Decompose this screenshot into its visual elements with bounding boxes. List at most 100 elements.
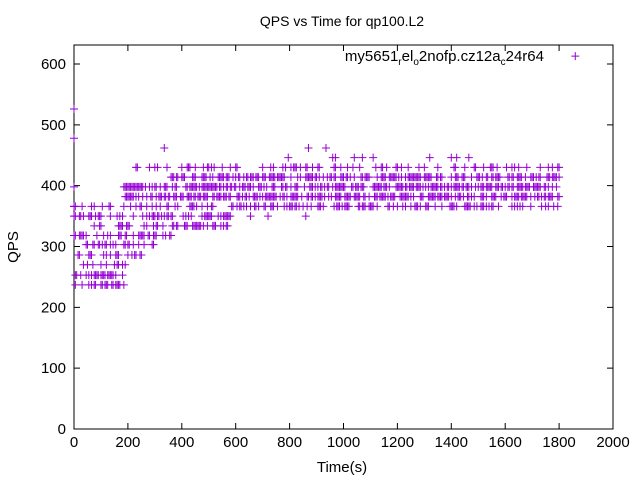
data-point <box>369 153 378 162</box>
data-point <box>70 202 78 211</box>
y-tick-label: 500 <box>41 117 66 134</box>
data-point <box>301 212 310 221</box>
data-point <box>207 212 216 221</box>
data-point <box>258 163 267 172</box>
x-tick-label: 2000 <box>596 434 629 451</box>
data-point <box>319 202 328 211</box>
data-point <box>140 240 149 249</box>
data-point <box>350 153 359 162</box>
data-point <box>553 202 562 211</box>
data-point <box>555 163 564 172</box>
data-point <box>555 192 564 201</box>
y-tick-label: 200 <box>41 299 66 316</box>
data-point <box>172 182 181 191</box>
data-point <box>331 153 340 162</box>
data-point <box>284 153 293 162</box>
data-point <box>269 163 278 172</box>
data-point <box>420 163 429 172</box>
data-point <box>286 173 295 182</box>
data-point <box>431 202 440 211</box>
data-point <box>88 260 97 269</box>
x-tick-label: 1600 <box>489 434 522 451</box>
data-point <box>173 202 182 211</box>
data-point <box>451 163 460 172</box>
data-point <box>70 105 78 114</box>
data-point <box>404 163 413 172</box>
data-point <box>493 163 502 172</box>
data-point <box>156 202 165 211</box>
data-point <box>350 173 359 182</box>
data-point <box>118 212 127 221</box>
data-point <box>555 173 564 182</box>
data-point <box>125 221 134 230</box>
y-tick-label: 300 <box>41 239 66 256</box>
data-point <box>273 202 282 211</box>
data-point <box>164 202 173 211</box>
data-point <box>102 260 111 269</box>
data-point <box>315 163 324 172</box>
data-point <box>167 231 176 240</box>
data-point <box>307 202 316 211</box>
data-point <box>270 182 279 191</box>
data-point <box>460 163 469 172</box>
data-point <box>424 202 433 211</box>
data-point <box>373 202 382 211</box>
data-point <box>162 163 171 172</box>
data-point <box>149 240 158 249</box>
data-point <box>208 202 217 211</box>
data-point <box>133 163 142 172</box>
data-point <box>552 182 561 191</box>
data-point <box>122 231 131 240</box>
legend-label: my5651relo2nofp.cz12ac24r64 <box>345 48 544 68</box>
data-point <box>152 231 161 240</box>
data-point <box>210 163 219 172</box>
x-tick-label: 1400 <box>435 434 468 451</box>
data-point <box>336 163 345 172</box>
legend-marker <box>571 52 580 61</box>
data-point <box>168 212 177 221</box>
data-point <box>111 271 120 280</box>
data-point <box>114 251 123 260</box>
data-point <box>111 240 120 249</box>
data-point <box>142 221 151 230</box>
data-point <box>137 251 146 260</box>
data-point <box>397 163 406 172</box>
data-point <box>358 153 367 162</box>
data-point <box>121 260 130 269</box>
data-point <box>321 143 330 152</box>
data-point <box>78 280 87 289</box>
data-point <box>75 251 84 260</box>
data-point <box>119 202 128 211</box>
y-tick-label: 100 <box>41 360 66 377</box>
data-point <box>70 182 78 191</box>
data-point <box>437 173 446 182</box>
data-point <box>158 221 167 230</box>
data-point <box>106 212 115 221</box>
data-point <box>106 202 115 211</box>
data-point <box>452 153 461 162</box>
x-tick-label: 400 <box>169 434 194 451</box>
data-point <box>118 271 127 280</box>
data-point <box>518 202 527 211</box>
data-point <box>96 212 105 221</box>
data-point <box>494 202 503 211</box>
data-point <box>452 202 461 211</box>
data-point <box>98 202 107 211</box>
data-point <box>90 202 99 211</box>
data-point <box>191 163 200 172</box>
x-tick-label: 1000 <box>327 434 360 451</box>
data-point <box>78 202 87 211</box>
data-point <box>365 173 374 182</box>
data-point <box>479 163 488 172</box>
data-point <box>191 173 200 182</box>
data-point <box>173 221 182 230</box>
data-point <box>433 163 442 172</box>
data-point <box>382 163 391 172</box>
data-point <box>226 192 235 201</box>
data-point <box>70 231 78 240</box>
data-point <box>119 280 128 289</box>
data-point <box>82 231 91 240</box>
data-point <box>460 173 469 182</box>
x-tick-label: 1200 <box>381 434 414 451</box>
